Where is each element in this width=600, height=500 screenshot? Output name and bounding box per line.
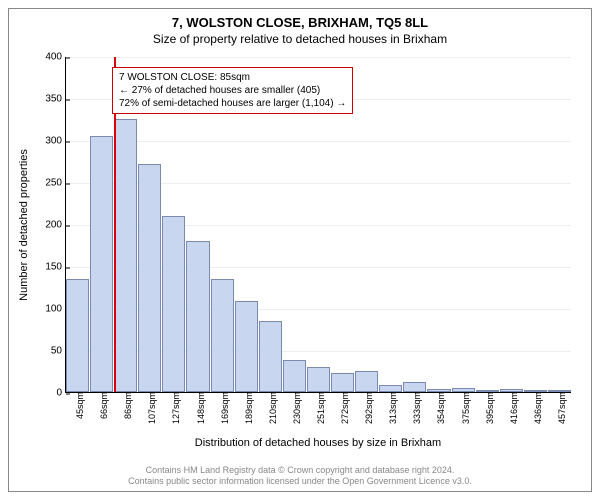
- x-tick-label: 66sqm: [95, 392, 109, 419]
- y-tick-label: 50: [51, 346, 66, 357]
- gridline: [66, 141, 571, 142]
- x-tick-label: 333sqm: [408, 392, 422, 424]
- y-axis-label: Number of detached properties: [17, 57, 31, 393]
- x-tick-label: 457sqm: [553, 392, 567, 424]
- histogram-bar: [283, 360, 306, 392]
- histogram-bar: [307, 367, 330, 392]
- footer-attribution: Contains HM Land Registry data © Crown c…: [9, 465, 591, 488]
- histogram-bar: [114, 119, 137, 392]
- histogram-bar: [331, 373, 354, 392]
- histogram-bar: [66, 279, 89, 392]
- annotation-box: 7 WOLSTON CLOSE: 85sqm← 27% of detached …: [112, 67, 353, 114]
- footer-line-1: Contains HM Land Registry data © Crown c…: [9, 465, 591, 476]
- chart-subtitle: Size of property relative to detached ho…: [9, 30, 591, 50]
- histogram-bar: [90, 136, 113, 392]
- gridline: [66, 57, 571, 58]
- x-tick-label: 313sqm: [384, 392, 398, 424]
- x-tick-label: 251sqm: [312, 392, 326, 424]
- annotation-line: 72% of semi-detached houses are larger (…: [119, 97, 346, 110]
- histogram-bar: [379, 385, 402, 392]
- x-tick-label: 230sqm: [288, 392, 302, 424]
- annotation-line: 7 WOLSTON CLOSE: 85sqm: [119, 71, 346, 84]
- histogram-bar: [355, 371, 378, 392]
- x-tick-label: 375sqm: [457, 392, 471, 424]
- histogram-bar: [259, 321, 282, 392]
- y-tick-label: 400: [45, 52, 66, 63]
- y-tick-label: 350: [45, 94, 66, 105]
- x-tick-label: 210sqm: [264, 392, 278, 424]
- y-tick-label: 250: [45, 178, 66, 189]
- x-tick-label: 395sqm: [481, 392, 495, 424]
- x-tick-label: 436sqm: [529, 392, 543, 424]
- chart-title: 7, WOLSTON CLOSE, BRIXHAM, TQ5 8LL: [9, 9, 591, 30]
- annotation-line: ← 27% of detached houses are smaller (40…: [119, 84, 346, 97]
- x-tick-label: 127sqm: [167, 392, 181, 424]
- x-tick-label: 45sqm: [71, 392, 85, 419]
- x-tick-label: 148sqm: [192, 392, 206, 424]
- footer-line-2: Contains public sector information licen…: [9, 476, 591, 487]
- x-tick-label: 189sqm: [240, 392, 254, 424]
- plot-area: 05010015020025030035040045sqm66sqm86sqm1…: [65, 57, 571, 393]
- histogram-bar: [138, 164, 161, 392]
- x-tick-label: 416sqm: [505, 392, 519, 424]
- y-tick-label: 300: [45, 136, 66, 147]
- y-tick-label: 200: [45, 220, 66, 231]
- x-tick-label: 272sqm: [336, 392, 350, 424]
- x-tick-label: 292sqm: [360, 392, 374, 424]
- histogram-bar: [211, 279, 234, 392]
- x-axis-label: Distribution of detached houses by size …: [65, 437, 571, 449]
- y-tick-label: 150: [45, 262, 66, 273]
- y-tick-label: 0: [56, 388, 66, 399]
- x-tick-label: 86sqm: [119, 392, 133, 419]
- x-tick-label: 354sqm: [432, 392, 446, 424]
- histogram-bar: [186, 241, 209, 392]
- x-tick-label: 169sqm: [216, 392, 230, 424]
- histogram-bar: [403, 382, 426, 392]
- x-tick-label: 107sqm: [143, 392, 157, 424]
- histogram-bar: [235, 301, 258, 392]
- chart-frame: 7, WOLSTON CLOSE, BRIXHAM, TQ5 8LL Size …: [8, 8, 592, 492]
- y-tick-label: 100: [45, 304, 66, 315]
- histogram-bar: [162, 216, 185, 392]
